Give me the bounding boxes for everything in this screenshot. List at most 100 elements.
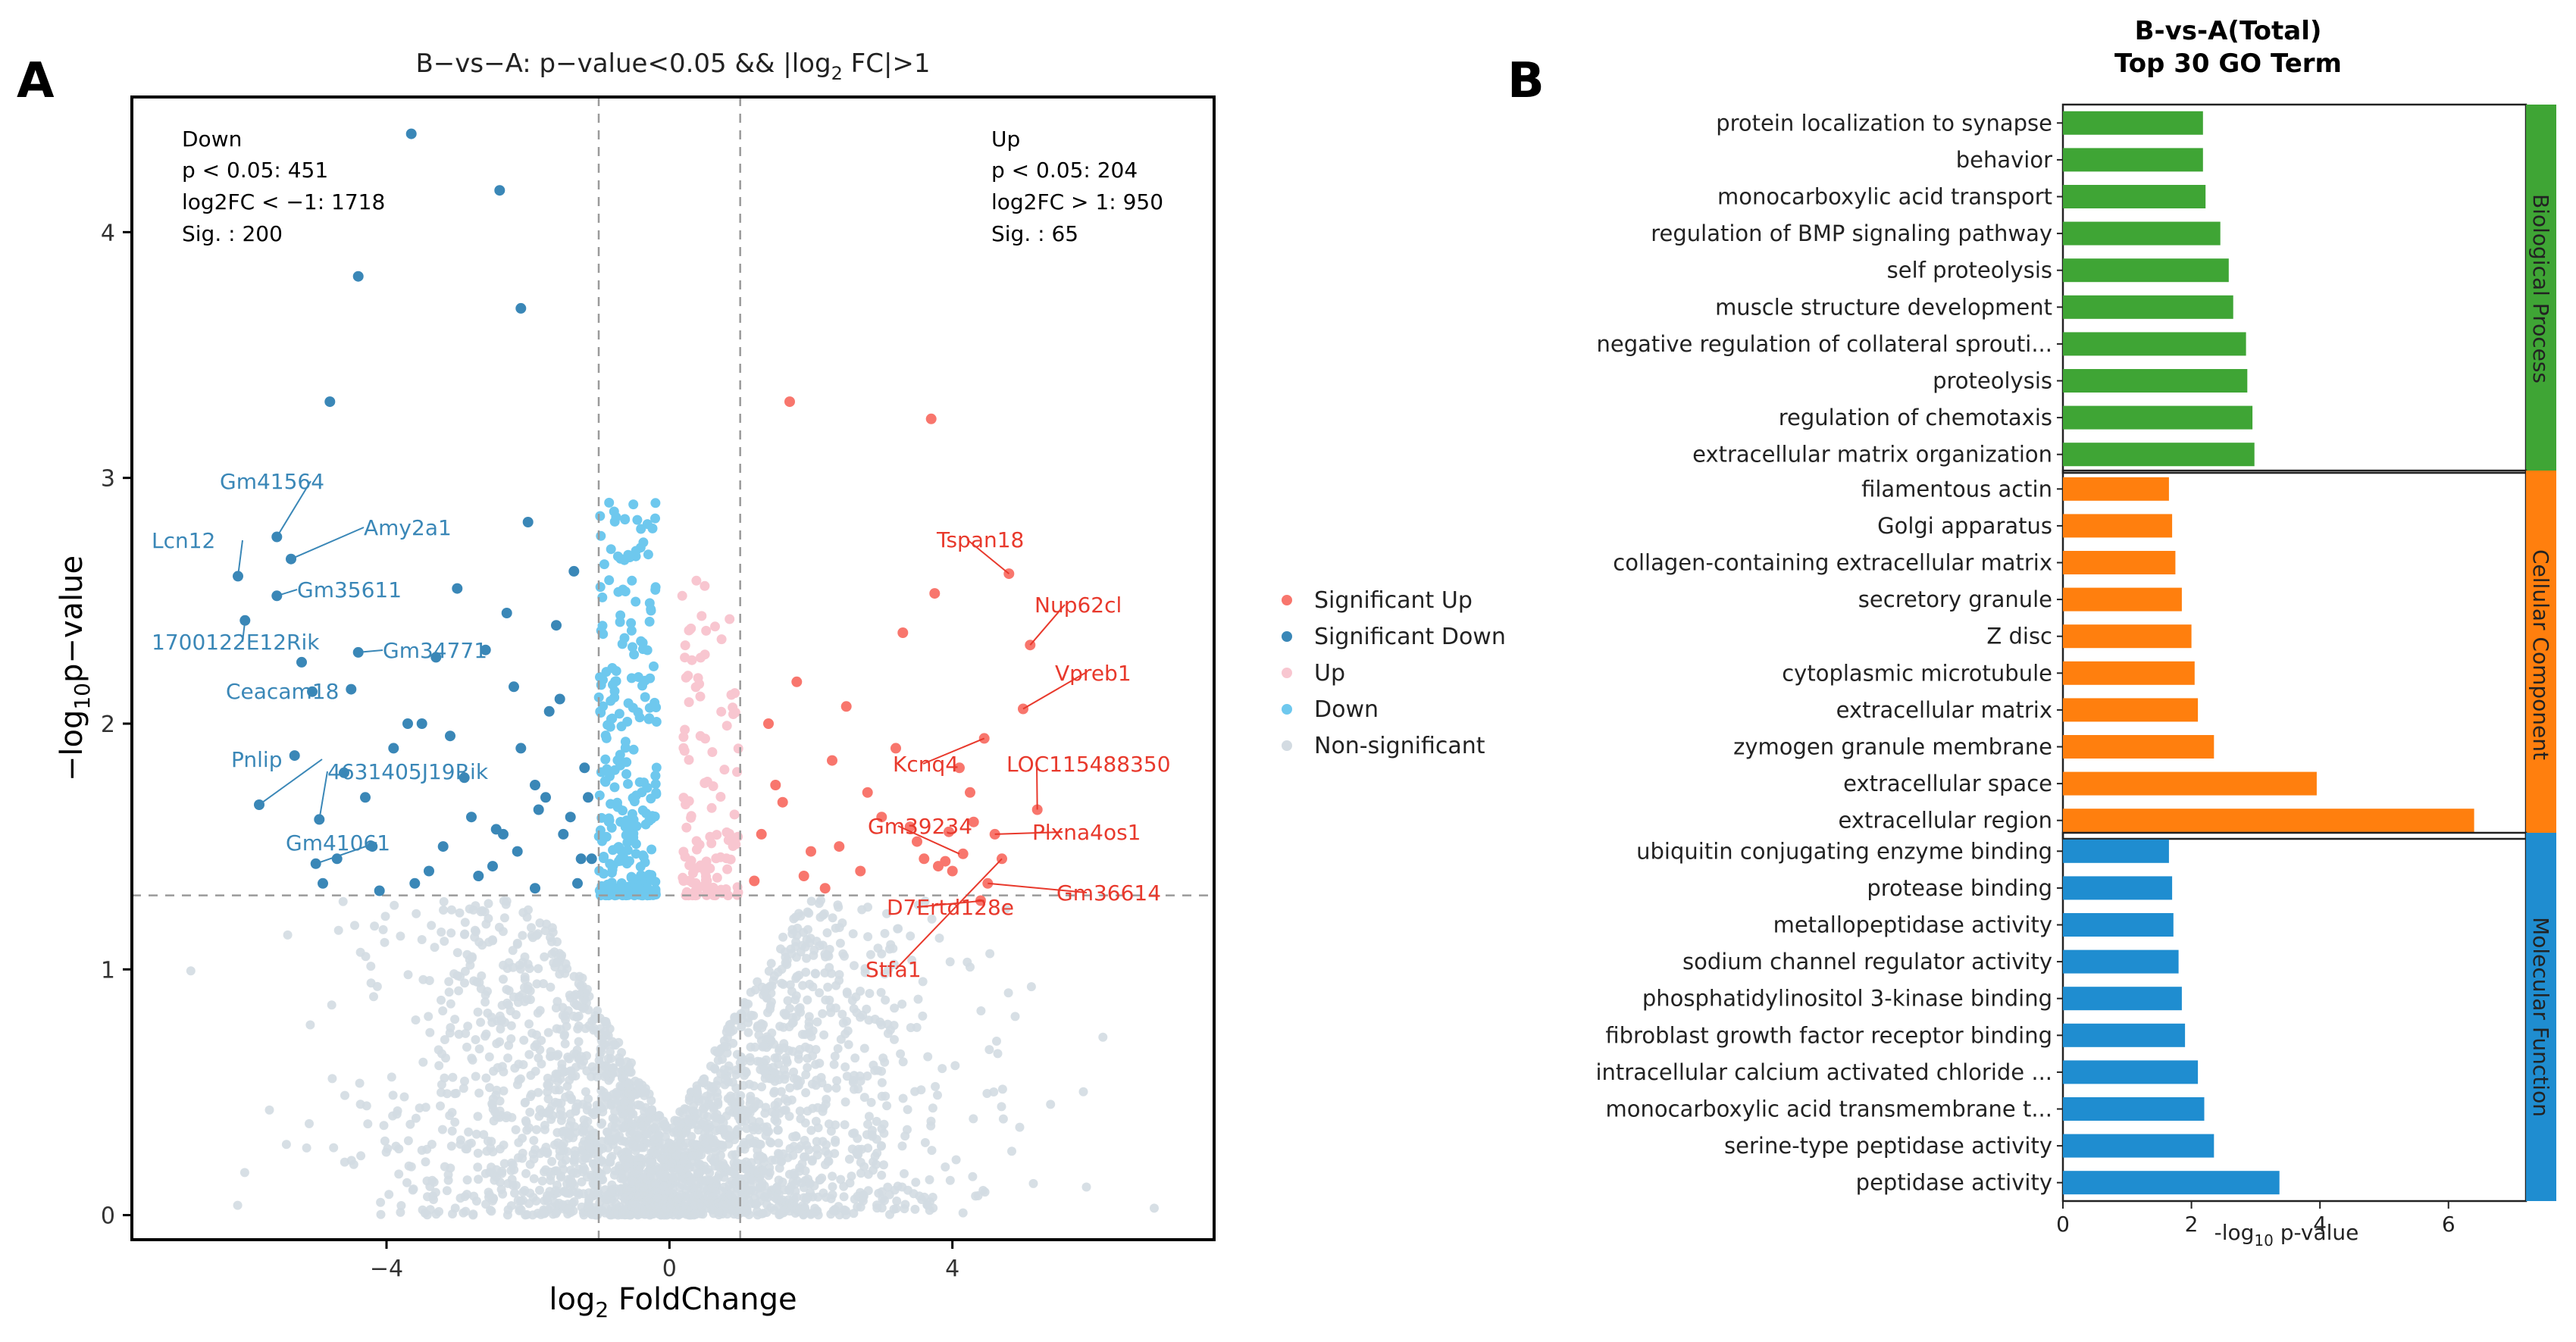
go-bar xyxy=(2063,443,2255,467)
go-term-label: extracellular matrix xyxy=(1836,697,2052,723)
up-point xyxy=(686,623,696,633)
non-significant-point xyxy=(850,1084,859,1094)
non-significant-point xyxy=(599,1102,609,1112)
non-significant-point xyxy=(499,913,509,923)
significant-down-point xyxy=(509,681,519,693)
non-significant-point xyxy=(461,1028,471,1038)
down-point xyxy=(612,843,623,853)
non-significant-point xyxy=(770,1068,780,1078)
non-significant-point xyxy=(595,1059,605,1068)
gene-label-leader xyxy=(988,882,1088,893)
non-significant-point xyxy=(502,1210,512,1220)
non-significant-point xyxy=(553,1050,563,1059)
non-significant-point xyxy=(447,1108,457,1118)
non-significant-point xyxy=(877,1020,886,1030)
non-significant-point xyxy=(402,1178,412,1187)
down-point xyxy=(650,771,661,781)
down-point xyxy=(651,762,662,773)
non-significant-point xyxy=(302,1143,311,1153)
non-significant-point xyxy=(499,1159,509,1168)
non-significant-point xyxy=(579,1056,588,1066)
non-significant-point xyxy=(370,921,380,931)
non-significant-point xyxy=(511,1125,521,1134)
significant-down-point xyxy=(494,185,505,196)
up-point xyxy=(715,852,726,862)
non-significant-point xyxy=(712,1093,722,1102)
non-significant-point xyxy=(480,997,490,1007)
volcano-chart: A B−vs−A: p−value<0.05 && |log2 FC|>1 Gm… xyxy=(17,48,1216,1322)
down-point xyxy=(620,737,631,747)
down-point xyxy=(621,757,632,768)
non-significant-point xyxy=(787,949,797,959)
go-term-label: monocarboxylic acid transport xyxy=(1717,184,2052,210)
significant-down-point xyxy=(324,396,336,408)
significant-down-point xyxy=(579,762,590,774)
significant-up-point xyxy=(978,733,990,744)
down-point xyxy=(621,769,631,779)
non-significant-point xyxy=(709,1104,718,1114)
x-tick-label: 6 xyxy=(2442,1212,2455,1237)
up-point xyxy=(693,673,703,684)
non-significant-point xyxy=(555,1146,565,1156)
non-significant-point xyxy=(460,978,469,988)
non-significant-point xyxy=(451,1088,461,1098)
non-significant-point xyxy=(801,1088,811,1097)
non-significant-point xyxy=(550,1140,559,1150)
non-significant-points xyxy=(186,896,1159,1220)
non-significant-point xyxy=(499,1086,509,1096)
up-point xyxy=(706,802,717,813)
up-point xyxy=(687,890,698,901)
non-significant-point xyxy=(484,1052,494,1062)
non-significant-point xyxy=(437,1125,447,1134)
non-significant-point xyxy=(774,1075,784,1084)
go-bar xyxy=(2063,148,2203,172)
down-point xyxy=(619,555,630,565)
significant-up-point xyxy=(855,865,866,877)
non-significant-point xyxy=(862,1071,872,1081)
go-term-label: behavior xyxy=(1956,147,2052,173)
significant-down-point xyxy=(430,652,442,663)
non-significant-point xyxy=(821,995,831,1005)
down-point xyxy=(650,877,661,887)
non-significant-point xyxy=(815,988,825,998)
non-significant-point xyxy=(640,1087,649,1097)
non-significant-point xyxy=(565,1188,574,1198)
non-significant-point xyxy=(969,1114,978,1124)
gene-label-up: LOC115488350 xyxy=(1006,752,1171,777)
down-point xyxy=(604,575,615,586)
non-significant-point xyxy=(693,1190,703,1199)
non-significant-point xyxy=(477,906,487,915)
non-significant-point xyxy=(795,1205,805,1215)
non-significant-point xyxy=(865,949,875,959)
non-significant-point xyxy=(742,1108,752,1117)
gene-label-down: 4631405J19Rik xyxy=(327,759,489,784)
non-significant-point xyxy=(473,1148,483,1158)
non-significant-point xyxy=(550,1085,560,1095)
non-significant-point xyxy=(802,1195,812,1205)
down-point xyxy=(628,499,639,510)
non-significant-point xyxy=(543,1109,553,1118)
down-point xyxy=(609,506,619,517)
non-significant-point xyxy=(423,1192,432,1202)
up-point xyxy=(683,671,693,681)
down-point xyxy=(616,721,627,732)
down-point xyxy=(635,543,646,553)
non-significant-point xyxy=(468,1055,477,1065)
non-significant-point xyxy=(813,1103,822,1112)
non-significant-point xyxy=(762,1208,772,1217)
non-significant-point xyxy=(728,1038,738,1048)
non-significant-point xyxy=(890,1034,899,1044)
non-significant-point xyxy=(447,1126,457,1136)
non-significant-point xyxy=(951,1155,961,1165)
non-significant-point xyxy=(422,1210,432,1220)
gene-label-leader xyxy=(358,649,383,653)
down-point xyxy=(643,714,654,724)
non-significant-point xyxy=(628,1140,638,1150)
non-significant-point xyxy=(536,1209,546,1219)
go-bar xyxy=(2063,405,2253,430)
non-significant-point xyxy=(772,1117,782,1127)
go-title-line1: B-vs-A(Total) xyxy=(2135,16,2322,46)
significant-up-point xyxy=(954,762,965,774)
non-significant-point xyxy=(795,1045,805,1054)
non-significant-point xyxy=(442,1186,452,1196)
